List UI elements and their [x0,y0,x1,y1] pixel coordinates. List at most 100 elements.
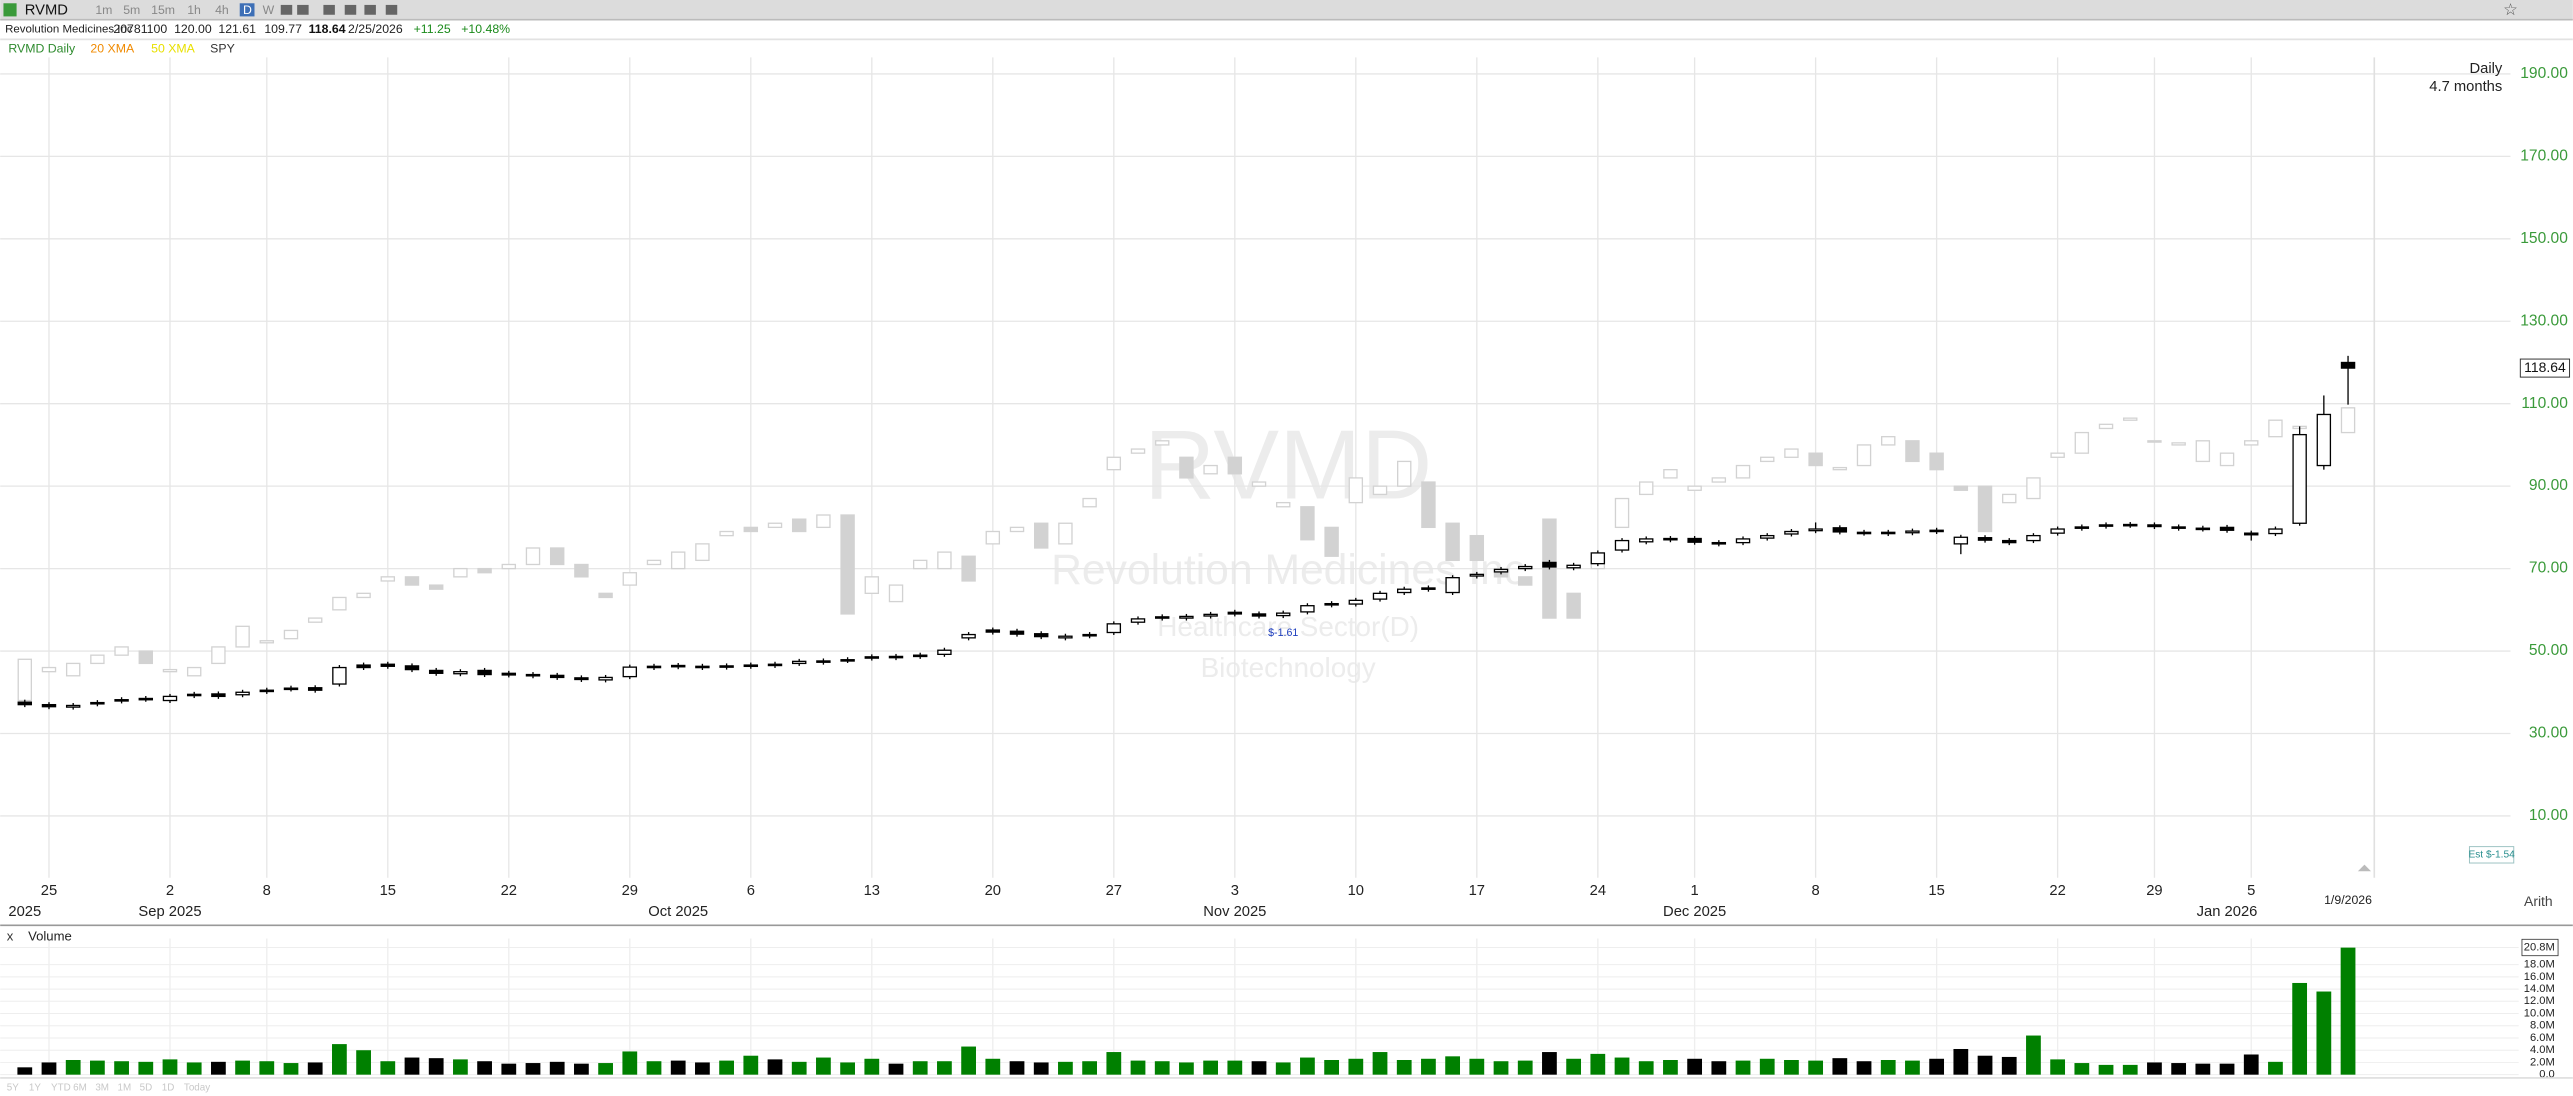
range-button[interactable]: 6M [73,1082,87,1093]
range-button[interactable]: YTD [51,1082,71,1093]
x-tick-label: 22 [501,883,517,899]
timeframe[interactable]: D [243,3,252,17]
compare-candle-body [1881,436,1896,446]
range-button[interactable]: 5Y [7,1082,19,1093]
compare-candle-body [791,518,807,533]
candle-body [65,704,81,708]
compare-candle-body [259,640,275,644]
timeframe[interactable]: 1h [187,3,201,17]
timeframe[interactable]: 1m [95,3,112,17]
volume-bar [2026,1035,2041,1075]
volume-bar [1517,1060,1533,1075]
volume-bar [114,1061,129,1075]
volume-bar [1058,1061,1073,1075]
x-tick-label: 20 [985,883,1001,899]
compare-candle-body [1227,456,1243,475]
x-tick-label: 3 [1231,883,1239,899]
candle-body [1760,534,1775,539]
range-button[interactable]: 3M [95,1082,109,1093]
candle-body [307,687,323,691]
volume-bar [235,1060,250,1075]
last-date-label: 1/9/2026 [2324,893,2372,907]
timeframe[interactable]: 15m [151,3,175,17]
volume-bar [2292,982,2308,1075]
compare-candle-body [2147,440,2162,443]
timeframe[interactable]: 4h [215,3,229,17]
compare-candle-body [1372,485,1388,496]
volume-bar [1275,1062,1291,1075]
compare-candle-body [767,522,783,529]
candle-body [1590,552,1606,565]
volume-bar [2195,1063,2211,1075]
symbol[interactable]: RVMD [25,3,68,19]
range-button[interactable]: 1M [117,1082,131,1093]
volume-bar [1203,1060,1218,1075]
volume-bar [791,1061,807,1075]
candle-body [1469,573,1485,577]
timeframe[interactable]: W [263,3,275,17]
candle-body [1154,616,1170,619]
compare-candle-body [186,666,202,677]
x-tick-label: 10 [1348,883,1364,899]
candle-body [2123,523,2138,527]
tool-icon[interactable] [344,4,357,15]
tool-icon[interactable] [364,4,376,15]
timeframe[interactable]: 5m [123,3,140,17]
volume-bar [525,1063,541,1075]
volume-bar [1445,1056,1461,1075]
volume-bar [1856,1061,1872,1075]
compare-candle-body [1687,485,1702,491]
tool-icon[interactable] [323,4,335,15]
tool-icon[interactable] [280,4,293,15]
last-price-label: 118.64 [2524,359,2566,375]
compare-candle-body [1348,477,1364,504]
candle-body [1251,613,1267,617]
compare-candle-body [428,584,444,590]
x-tick-label: 17 [1469,883,1485,899]
compare-candle-body [2219,452,2235,467]
volume-bar [2074,1063,2090,1075]
candle-body [1542,561,1557,568]
earnings-label: $-1.61 [1268,627,1298,639]
candle-body [743,664,759,668]
tool-icon[interactable] [385,4,398,15]
compare-candle-body [1300,506,1315,541]
star-icon[interactable]: ☆ [2503,1,2518,19]
compare-candle-body [574,563,589,578]
x-tick-label: 29 [2146,883,2162,899]
legend-indicator: 20 XMA [90,41,135,55]
company: Revolution Medicines Inc [5,24,133,36]
x-month-label: Oct 2025 [648,904,708,920]
candle-body [1397,588,1412,594]
candle-body [259,689,275,693]
candle-body [1784,530,1799,535]
volume-bar [1106,1052,1122,1075]
volume-bar [283,1063,299,1075]
range-button[interactable]: 1Y [29,1082,41,1093]
compare-candle-body [283,629,299,640]
compare-candle-body [695,543,710,562]
symbol-icon[interactable] [3,3,17,17]
candle-body [2050,528,2065,534]
panel-close[interactable]: x [7,928,14,943]
tool-icon[interactable] [297,4,309,15]
volume-bar [1832,1058,1848,1075]
volume-bar [1905,1060,1920,1075]
candle-body [162,695,178,702]
panel-title: Volume [28,928,72,943]
volume-bar [1469,1058,1485,1075]
range-button[interactable]: 5D [140,1082,153,1093]
compare-candle-body [356,592,371,599]
compare-candle-body [1058,522,1073,545]
compare-candle-body [1856,444,1872,467]
range-button[interactable]: 1D [162,1082,175,1093]
quote-volume: 20781100 [113,22,167,36]
range-button[interactable]: Today [184,1082,210,1093]
compare-candle-body [646,559,662,566]
compare-candle-body [961,555,976,582]
candle-body [1275,612,1291,617]
volume-tick-label: 18.0M [2524,959,2555,971]
compare-candle-body [719,530,734,537]
volume-bar [767,1059,783,1075]
